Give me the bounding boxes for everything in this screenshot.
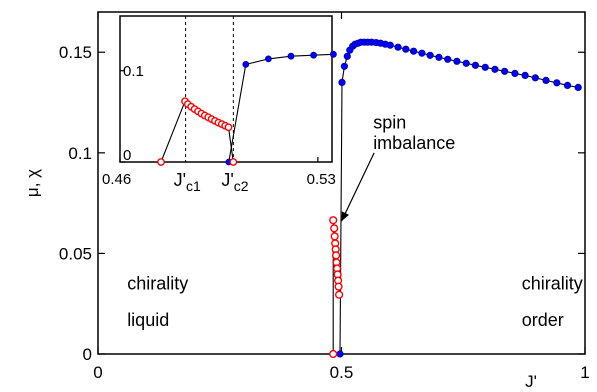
- series-line: [339, 41, 579, 355]
- inset-content: 0.46 0.53 0 0.1 J'c1 J'c2: [102, 16, 337, 194]
- inset-x-tick-label: 0.46: [102, 171, 131, 188]
- inset-point-order: [329, 50, 337, 58]
- data-point-order: [336, 350, 344, 358]
- data-point-order: [531, 74, 539, 82]
- data-point-order: [418, 49, 426, 57]
- critical-point-label: J'c1: [174, 170, 201, 194]
- data-point-order: [500, 67, 509, 75]
- annotation-arrow: [340, 152, 375, 222]
- x-tick-label: 0: [93, 363, 102, 382]
- inset-point-liquid: [224, 123, 233, 132]
- inset-point-order: [242, 61, 250, 68]
- main-axes: 0 0.5 1 0 0.05 0.1 0.15: [59, 12, 590, 382]
- data-point-order: [462, 59, 470, 67]
- inset: 0.46 0.53 0 0.1 J'c1 J'c2: [102, 15, 337, 194]
- annotation-text: spin: [373, 113, 406, 133]
- inset-point-liquid: [229, 158, 238, 166]
- data-point-order: [435, 53, 443, 61]
- critical-point-label: J'c2: [221, 170, 248, 194]
- data-point-liquid: [335, 290, 344, 299]
- inset-frame: [119, 15, 333, 163]
- data-point-liquid: [330, 224, 339, 233]
- main-series: [329, 38, 582, 359]
- y-tick-label: 0.15: [59, 43, 92, 62]
- data-point-order: [338, 78, 346, 87]
- data-point-order: [343, 52, 351, 60]
- critical-point-subscript: c2: [234, 178, 249, 194]
- data-point-liquid: [334, 282, 343, 291]
- inset-point-order: [264, 55, 272, 63]
- annotation-text: liquid: [127, 310, 169, 330]
- data-point-order: [340, 62, 348, 70]
- x-axis-label: J': [525, 372, 537, 391]
- data-point-order: [481, 63, 489, 71]
- data-point-order: [542, 76, 550, 85]
- data-point-liquid: [330, 232, 339, 241]
- data-point-order: [409, 47, 418, 55]
- data-point-order: [386, 41, 394, 49]
- data-point-order: [394, 43, 402, 51]
- data-point-order: [553, 79, 561, 87]
- y-tick-label: 0.05: [59, 244, 92, 263]
- critical-point-subscript: c1: [186, 178, 201, 194]
- data-point-order: [402, 45, 410, 53]
- data-point-liquid: [332, 251, 341, 260]
- inset-y-tick-label: 0: [123, 147, 131, 164]
- annotation-text: order: [522, 310, 564, 330]
- x-tick-label: 0.5: [330, 363, 354, 382]
- annotation-text: chirality: [127, 274, 188, 294]
- data-point-order: [453, 57, 461, 65]
- y-tick-label: 0: [83, 345, 92, 364]
- arrow-head: [341, 211, 349, 222]
- x-tick-label: 1: [580, 363, 589, 382]
- data-point-order: [491, 65, 499, 73]
- data-point-order: [471, 61, 479, 69]
- data-point-order: [521, 71, 529, 80]
- inset-point-order: [287, 52, 295, 60]
- inset-point-order: [310, 51, 318, 59]
- inset-point-liquid: [157, 158, 165, 166]
- annotation-text: imbalance: [373, 133, 455, 153]
- inset-y-tick-label: 0.1: [123, 63, 144, 80]
- y-axis-label: μ, χ: [23, 169, 42, 197]
- data-point-order: [444, 55, 452, 63]
- data-point-order: [426, 51, 434, 59]
- data-point-order: [574, 83, 582, 92]
- data-point-order: [563, 81, 572, 90]
- annotation-text: chirality: [522, 274, 583, 294]
- inset-x-tick-label: 0.53: [307, 171, 336, 188]
- data-point-liquid: [329, 216, 338, 225]
- data-point-order: [511, 69, 519, 78]
- y-tick-label: 0.1: [68, 144, 92, 163]
- data-point-liquid: [329, 349, 338, 359]
